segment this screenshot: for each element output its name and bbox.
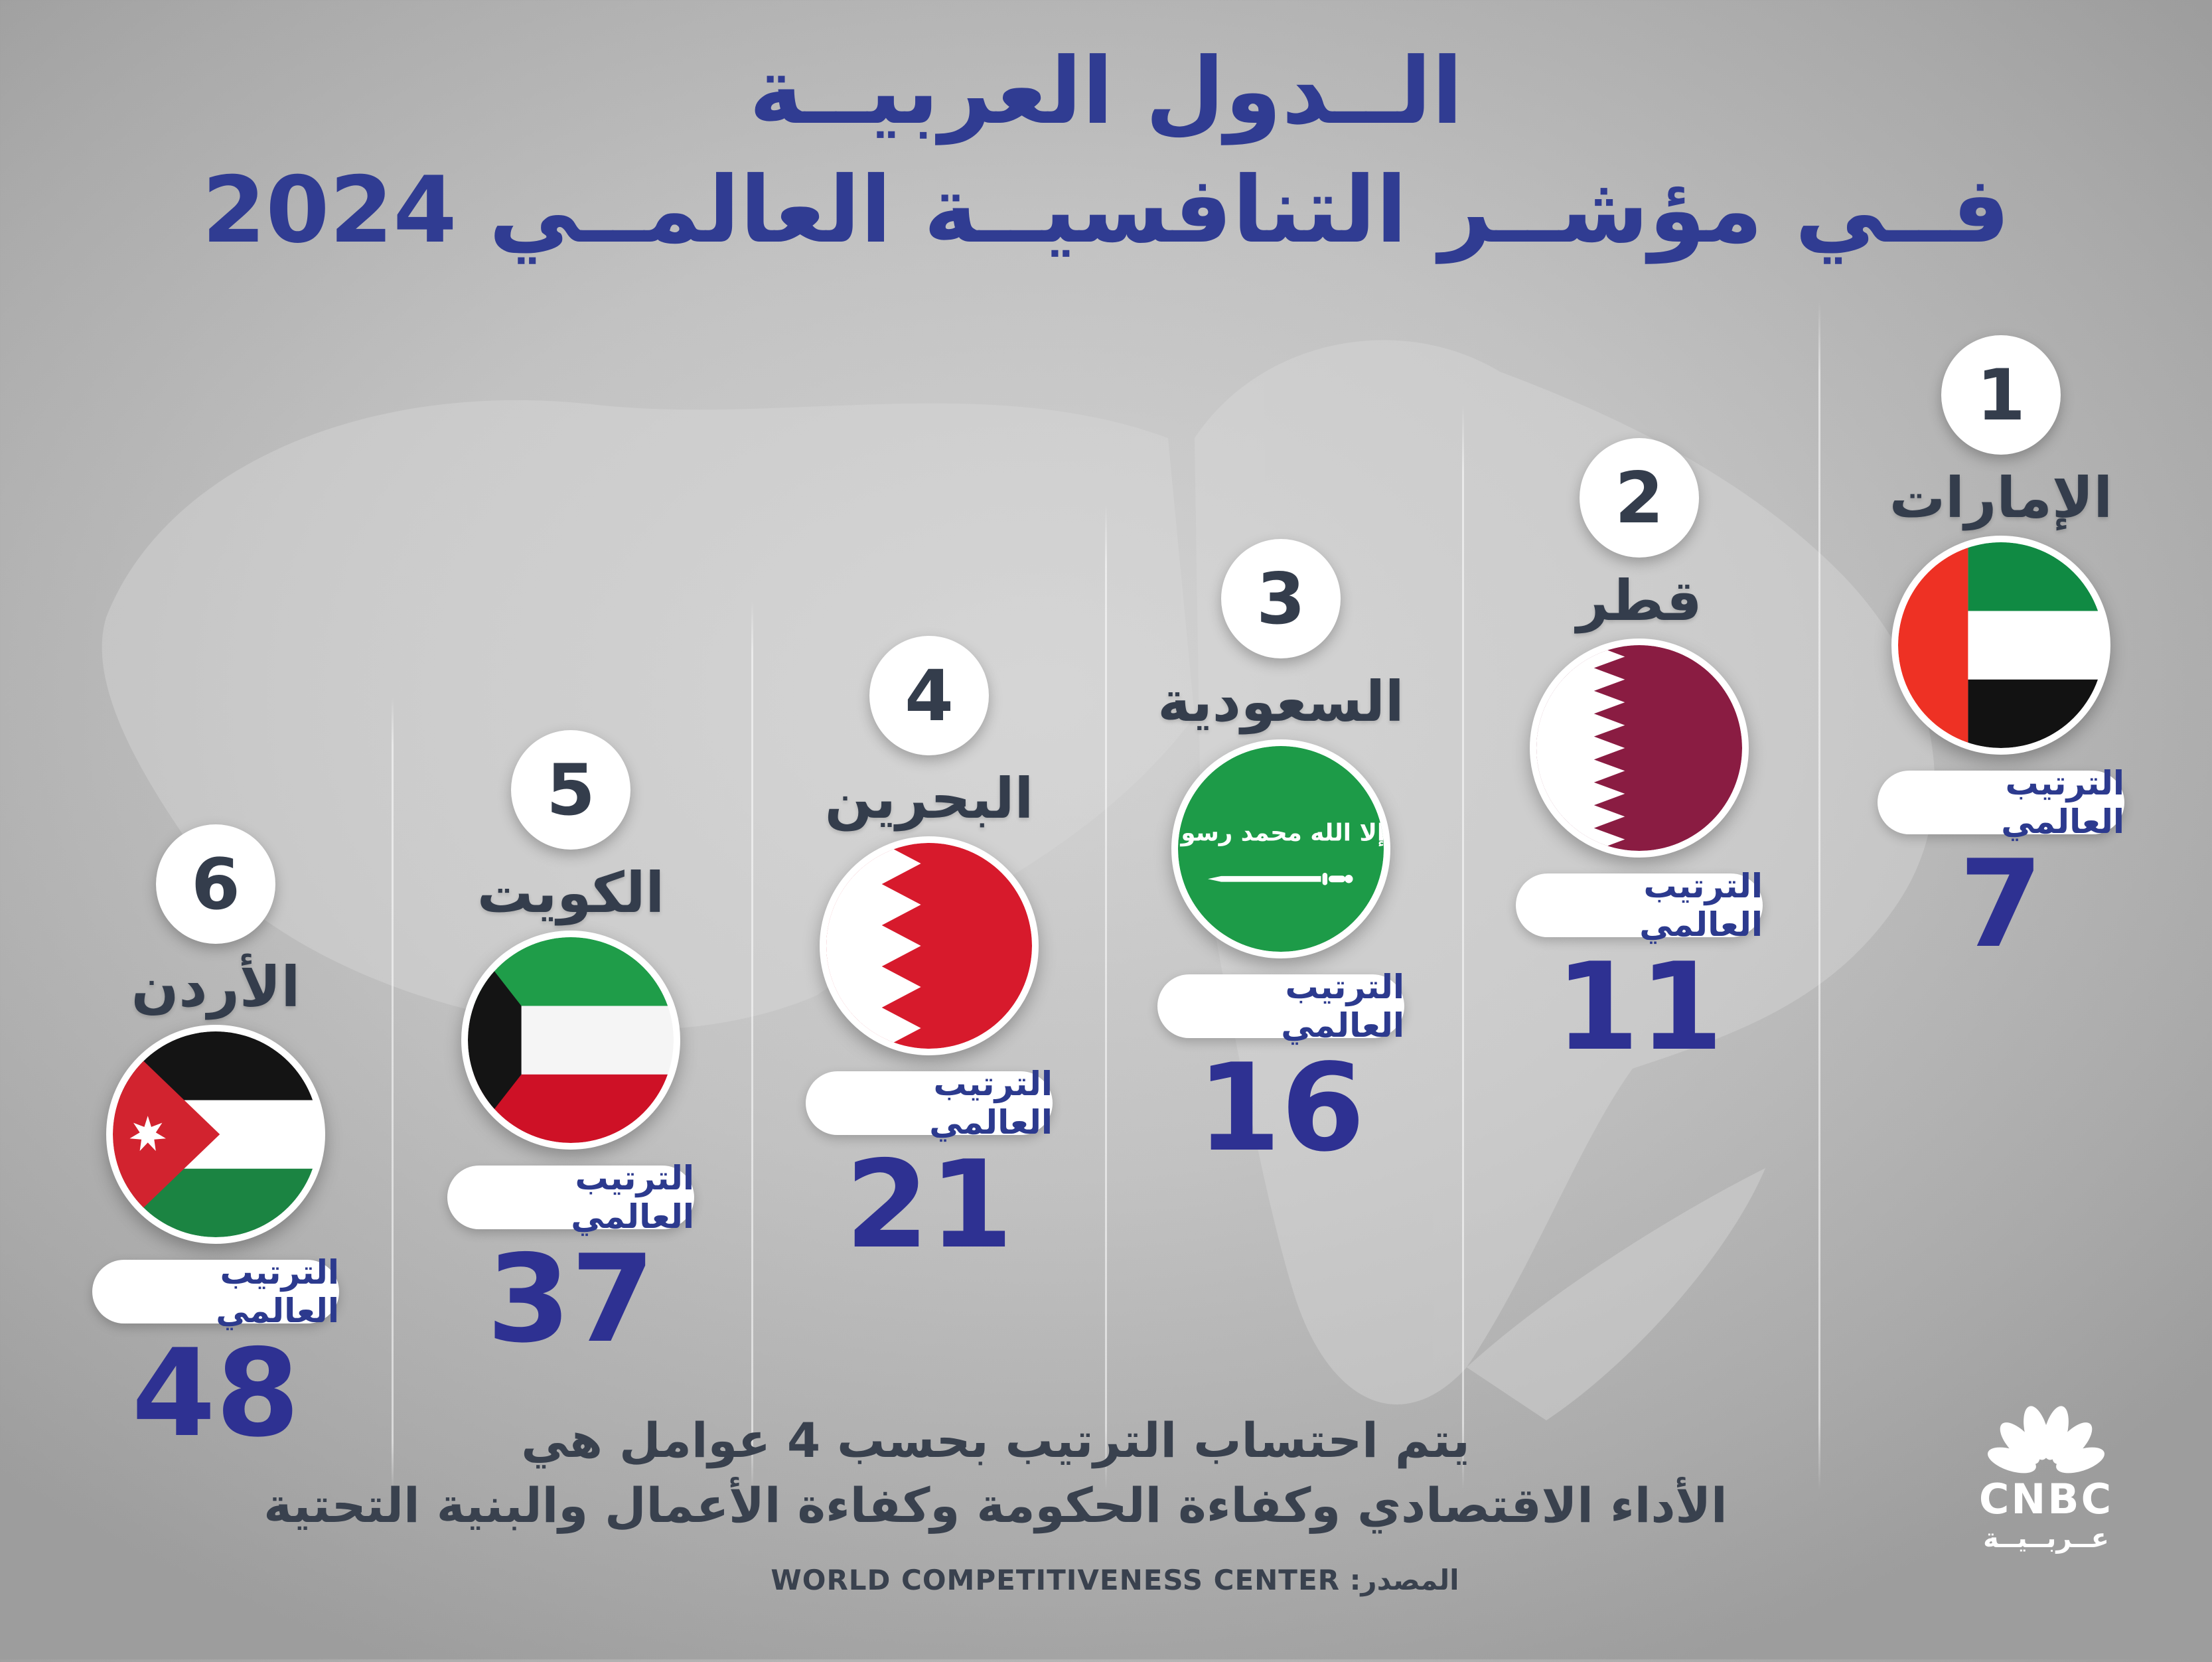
arab-rank-badge: 1 (1941, 335, 2061, 455)
world-rank-label: الترتيب العالمي (447, 1159, 694, 1236)
bahrain-flag-icon (820, 836, 1039, 1055)
saudi-flag-icon: لا إله إلا الله محمد رسول الله (1171, 739, 1390, 958)
country-name: قطر (1576, 568, 1702, 633)
country-card-jordan: 6 الأردن الترتيب العالمي 48 (56, 824, 375, 1462)
methodology-line-1: يتم احتساب الترتيب بحسب 4 عوامل هي (521, 1412, 1470, 1468)
column-divider (392, 697, 394, 1490)
title-line-1: الــدول العربيــة (749, 38, 1463, 145)
saudi-shahada-text: لا إله إلا الله محمد رسول الله (1178, 820, 1384, 847)
source-value: WORLD COMPETITIVENESS CENTER (771, 1564, 1340, 1596)
cnbc-arabic-wordmark: عــربــيــة (1983, 1523, 2109, 1554)
arab-rank-badge: 5 (511, 730, 630, 850)
cnbc-arabia-logo: CNBC عــربــيــة (1970, 1402, 2122, 1554)
arab-rank-badge: 3 (1221, 539, 1341, 658)
source-line: المصدر: WORLD COMPETITIVENESS CENTER (0, 1564, 2212, 1596)
country-card-bahrain: 4 البحرين الترتيب العالمي 21 (770, 636, 1088, 1273)
world-rank-value: 21 (845, 1134, 1013, 1275)
country-card-kuwait: 5 الكويت الترتيب العالمي 37 (411, 730, 730, 1367)
arab-rank-badge: 2 (1580, 438, 1699, 558)
column-divider (1818, 302, 1820, 1490)
country-card-saudi: 3 السعودية لا إله إلا الله محمد رسول الل… (1122, 539, 1440, 1176)
country-name: السعودية (1157, 669, 1404, 734)
world-rank-label: الترتيب العالمي (806, 1065, 1053, 1142)
page-title: الــدول العربيــة فــي مؤشــر التنافسيــ… (0, 32, 2212, 270)
arab-rank-badge: 4 (869, 636, 989, 755)
world-rank-value: 11 (1555, 937, 1724, 1077)
column-divider (1462, 405, 1464, 1490)
world-rank-value: 37 (486, 1229, 655, 1369)
qatar-flag-icon (1530, 639, 1749, 858)
kuwait-flag-icon (461, 931, 680, 1150)
column-divider (751, 601, 753, 1490)
uae-flag-icon (1891, 536, 2110, 755)
world-rank-label: الترتيب العالمي (1516, 867, 1763, 944)
column-divider (1105, 504, 1107, 1490)
world-rank-label: الترتيب العالمي (92, 1253, 339, 1330)
country-name: الإمارات (1889, 465, 2113, 530)
country-card-uae: 1 الإمارات الترتيب العالمي 7 (1842, 335, 2160, 972)
country-card-qatar: 2 قطر الترتيب العالمي 11 (1480, 438, 1799, 1075)
cnbc-wordmark: CNBC (1978, 1475, 2114, 1523)
methodology-line-2: الأداء الاقتصادي وكفاءة الحكومة وكفاءة ا… (263, 1477, 1728, 1533)
peacock-icon (1973, 1406, 2119, 1479)
country-name: البحرين (824, 766, 1034, 831)
world-rank-label: الترتيب العالمي (1878, 764, 2124, 841)
world-rank-value: 16 (1197, 1037, 1365, 1178)
world-rank-value: 48 (131, 1323, 300, 1464)
arab-rank-badge: 6 (156, 824, 275, 944)
country-name: الأردن (131, 954, 301, 1020)
jordan-flag-icon (106, 1025, 325, 1244)
world-rank-label: الترتيب العالمي (1157, 968, 1404, 1045)
world-rank-value: 7 (1958, 834, 2043, 974)
methodology-note: يتم احتساب الترتيب بحسب 4 عوامل هي الأدا… (0, 1412, 1991, 1533)
country-name: الكويت (477, 860, 665, 925)
title-line-2: فــي مؤشــر التنافسيــة العالمــي 2024 (202, 157, 2010, 264)
source-label: المصدر: (1349, 1564, 1459, 1596)
